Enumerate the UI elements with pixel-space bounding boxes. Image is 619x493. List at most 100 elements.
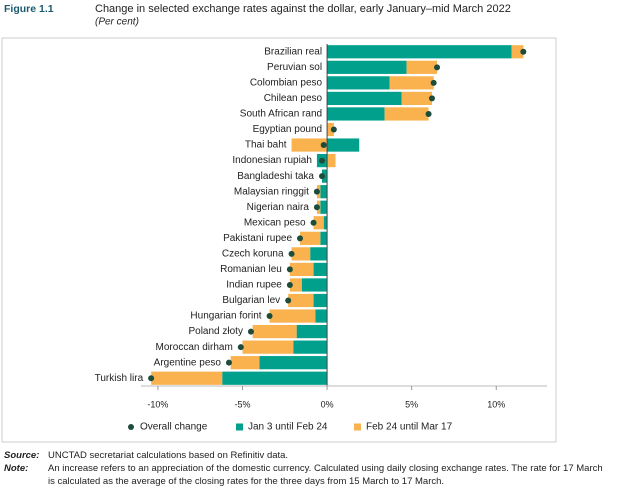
legend-swatch [354,423,361,431]
bar-segment [389,76,434,90]
bar-segment [151,371,223,385]
frame [1,37,557,443]
bar-segment [323,216,328,230]
bar-segment [313,216,324,230]
bar-segment [230,356,260,370]
source-row: Source: UNCTAD secretariat calculations b… [4,449,609,462]
overall-dot [320,142,327,149]
bar-segment [259,356,328,370]
overall-dot [288,250,295,257]
overall-dot [285,297,292,304]
bar-segment [327,122,334,137]
overall-dot [319,157,326,164]
overall-dot [286,281,293,288]
bar-segment [288,293,314,308]
figure-label: Figure 1.1 [4,3,54,15]
category-label: Thai baht [245,140,287,151]
category-label: Bulgarian lev [222,295,280,306]
note: An increase refers to an appreciation of… [48,463,603,487]
category-label: Malaysian ringgit [234,186,309,197]
x-tick-label: 10% [487,399,505,409]
legend-swatch [236,423,243,431]
overall-dot [266,313,273,320]
bar-segment [291,247,311,261]
legend-label: Feb 24 until Mar 17 [366,422,453,433]
category-label: Egyptian pound [253,124,323,135]
category-label: Mexican peso [244,217,306,228]
x-tick-label: 0% [321,399,334,409]
overall-dot [310,219,317,226]
overall-dot [434,64,441,71]
source: UNCTAD secretariat calculations based on… [48,450,289,461]
category-label: Peruvian sol [267,62,322,73]
category-label: Bangladeshi taka [237,171,314,182]
chart-title: Change in selected exchange rates agains… [95,3,511,15]
overall-dot [430,79,437,86]
bar-segment [401,91,432,106]
note-label: Note: [4,463,29,474]
overall-dot [286,266,293,273]
bar-segment [222,371,328,385]
category-label: Czech koruna [222,249,284,260]
category-label: Indonesian rupiah [232,155,312,166]
category-label: Chilean peso [264,93,323,104]
note-row: Note: An increase refers to an appreciati… [4,462,609,488]
bar-segment [289,262,314,277]
bar-segment [327,91,402,106]
legend-label: Jan 3 until Feb 24 [248,422,328,433]
chart-subtitle: (Per cent) [95,17,139,28]
overall-dot [425,110,432,117]
category-label: Moroccan dirham [156,342,233,353]
bar-segment [384,107,429,121]
category-label: Nigerian naira [247,202,310,213]
overall-dot [297,235,304,242]
x-tick-label: -10% [147,399,168,409]
bar-segment [269,309,316,323]
category-label: Brazilian real [264,46,322,57]
overall-dot [247,328,254,335]
bar-segment [327,45,512,59]
x-tick-label: -5% [234,399,250,409]
bar-segment [320,231,328,245]
bar-segment [327,107,385,121]
category-label: Argentine peso [154,357,222,368]
overall-dot [237,344,244,351]
source-label: Source: [4,450,40,461]
bar-segment [313,262,328,277]
bar-segment [315,309,328,323]
x-tick-label: 5% [405,399,418,409]
bar-segment [293,340,328,354]
bar-segment [291,138,328,152]
overall-dot [428,95,435,102]
bar-segment [327,60,407,74]
bar-segment [406,60,438,74]
category-label: South African rand [240,109,322,120]
overall-dot [313,204,320,211]
overall-dot [330,126,337,133]
legend-dot [128,424,134,430]
overall-dot [313,188,320,195]
category-label: Poland złoty [188,326,242,337]
chart: Figure 1.1 Change in selected exchange r… [1,3,557,443]
bar-segment [511,45,524,59]
bar-segment [320,185,328,199]
category-label: Colombian peso [250,78,323,89]
bar-segment [300,231,321,245]
overall-dot [319,173,326,180]
bar-segment [301,278,328,292]
bar-segment [296,324,328,339]
bar-segment [327,153,336,168]
bar-segment [320,200,328,214]
overall-dot [520,48,527,55]
category-label: Turkish lira [95,373,144,384]
bar-segment [252,324,297,339]
category-label: Indian rupee [226,280,282,291]
bar-segment [310,247,328,261]
overall-dot [225,359,232,366]
notes: Source: UNCTAD secretariat calculations b… [4,449,609,488]
category-label: Romanian leu [220,264,282,275]
bar-segment [313,293,328,308]
bar-segment [242,340,294,354]
bar-segment [289,278,302,292]
